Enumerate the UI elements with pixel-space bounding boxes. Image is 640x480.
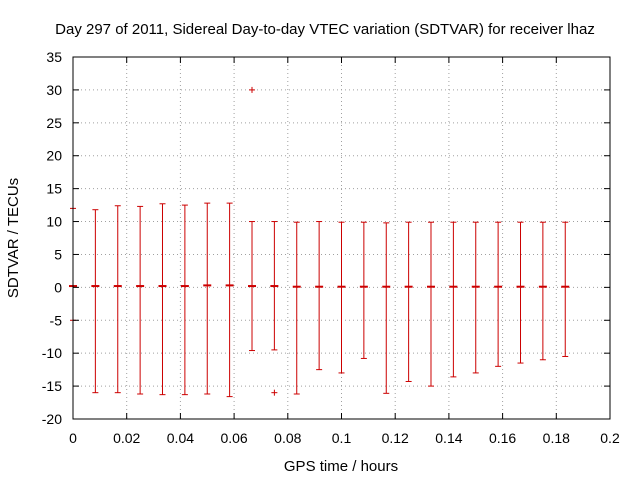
- x-tick-label: 0.14: [435, 430, 462, 446]
- x-tick-label: 0.02: [113, 430, 140, 446]
- error-bar: [359, 221, 368, 359]
- error-bar: [315, 221, 324, 371]
- y-tick-label: 35: [46, 49, 62, 65]
- data-series: [69, 86, 570, 398]
- error-bar: [248, 221, 257, 352]
- error-bar: [158, 203, 167, 396]
- axis-ticks: 0 0.02 0.04 0.06 0.08 0.1 0.12 0.14 0.16 0.18 0.2 -…: [42, 49, 620, 446]
- y-axis-label: SDTVAR / TECUs: [5, 178, 22, 298]
- error-bar: [516, 221, 525, 364]
- error-bar: [426, 221, 435, 387]
- error-bar: [225, 202, 234, 398]
- error-bar: [449, 221, 458, 378]
- y-tick-label: -10: [42, 345, 62, 361]
- y-tick-label: 5: [54, 246, 62, 262]
- x-tick-label: 0.18: [543, 430, 570, 446]
- error-bar: [203, 202, 212, 395]
- y-tick-label: -5: [50, 312, 63, 328]
- x-tick-label: 0.1: [332, 430, 352, 446]
- x-tick-label: 0: [69, 430, 77, 446]
- y-tick-label: 15: [46, 181, 62, 197]
- x-axis-label: GPS time / hours: [284, 458, 398, 475]
- x-tick-label: 0.08: [274, 430, 301, 446]
- y-tick-label: -15: [42, 378, 62, 394]
- error-bar: [180, 204, 189, 396]
- error-bar: [113, 205, 122, 394]
- error-bar: [337, 221, 346, 374]
- error-bar: [561, 221, 570, 357]
- x-tick-label: 0.16: [489, 430, 516, 446]
- y-tick-label: 10: [46, 214, 62, 230]
- error-bar: [382, 222, 391, 394]
- error-bar: [91, 209, 100, 394]
- y-tick-label: 25: [46, 115, 62, 131]
- error-bar: [494, 221, 503, 367]
- outlier-point: [249, 86, 256, 93]
- error-bar: [404, 221, 413, 382]
- chart-title: Day 297 of 2011, Sidereal Day-to-day VTE…: [55, 21, 595, 38]
- x-tick-label: 0.12: [382, 430, 409, 446]
- x-tick-label: 0.2: [600, 430, 620, 446]
- y-tick-label: 20: [46, 148, 62, 164]
- outlier-point: [271, 389, 278, 396]
- y-tick-label: 0: [54, 279, 62, 295]
- error-bar: [292, 221, 301, 395]
- error-bar: [136, 205, 145, 395]
- x-tick-label: 0.06: [220, 430, 247, 446]
- error-bar: [471, 221, 480, 374]
- y-tick-label: 30: [46, 82, 62, 98]
- y-tick-label: -20: [42, 411, 62, 427]
- error-bar: [270, 221, 279, 351]
- error-bar: [538, 221, 547, 361]
- x-tick-label: 0.04: [167, 430, 194, 446]
